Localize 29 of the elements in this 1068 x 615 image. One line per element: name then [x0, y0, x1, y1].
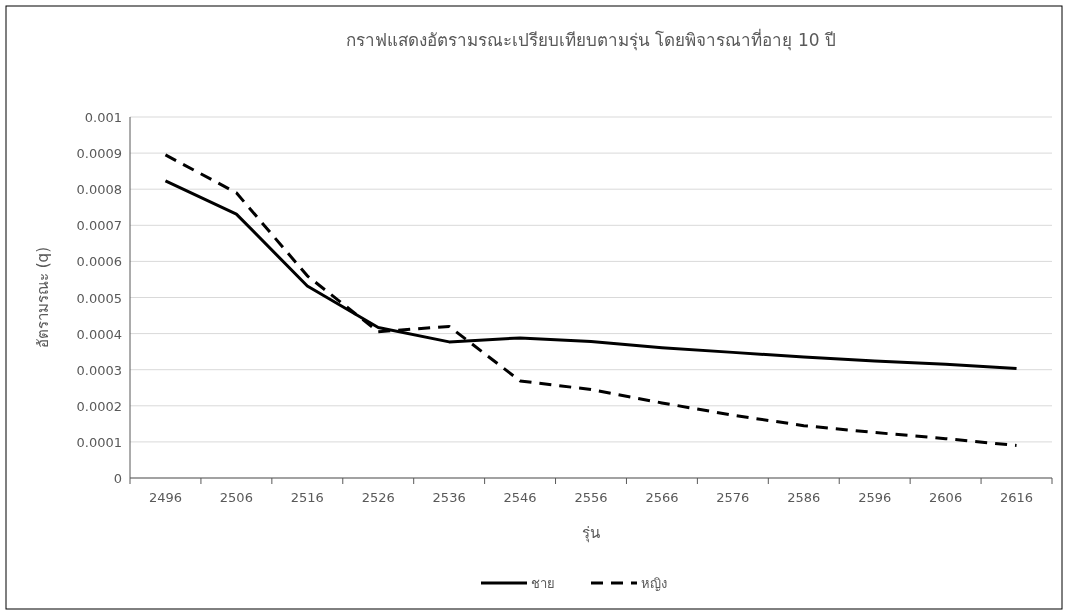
x-tick-label: 2606: [929, 490, 963, 505]
x-tick-label: 2526: [361, 490, 395, 505]
y-tick-label: 0.0009: [76, 146, 122, 162]
y-tick-label: 0.0003: [76, 362, 122, 378]
y-tick-label: 0: [113, 471, 122, 486]
y-tick-label: 0.0004: [76, 326, 122, 342]
y-tick-label: 0.0005: [76, 290, 122, 306]
y-tick-label: 0.001: [84, 110, 122, 125]
x-tick-label: 2576: [716, 490, 750, 505]
y-tick-label: 0.0008: [76, 182, 122, 198]
x-tick-label: 2596: [858, 490, 892, 505]
y-axis-title: อัตรามรณะ (q): [34, 247, 52, 348]
chart-title: กราฟแสดงอัตรามรณะเปรียบเทียบตามรุ่น โดยพิจารณาที่อายุ 10 ปี: [346, 28, 836, 51]
y-tick-label: 0.0001: [76, 434, 122, 450]
legend-label: ชาย: [531, 576, 555, 591]
x-tick-label: 2536: [432, 490, 466, 505]
y-tick-label: 0.0002: [76, 398, 122, 414]
x-tick-label: 2616: [999, 490, 1034, 505]
x-tick-label: 2566: [645, 490, 679, 505]
x-tick-label: 2546: [503, 490, 537, 505]
x-tick-label: 2516: [290, 490, 324, 505]
x-tick-label: 2506: [219, 490, 253, 505]
x-tick-label: 2496: [148, 490, 183, 505]
y-tick-label: 0.0006: [76, 254, 122, 270]
x-tick-label: 2586: [787, 490, 821, 505]
legend-label: หญิง: [641, 576, 667, 591]
y-tick-label: 0.0007: [76, 218, 122, 234]
x-axis-title: รุ่น: [582, 524, 600, 543]
x-tick-label: 2556: [574, 490, 608, 505]
